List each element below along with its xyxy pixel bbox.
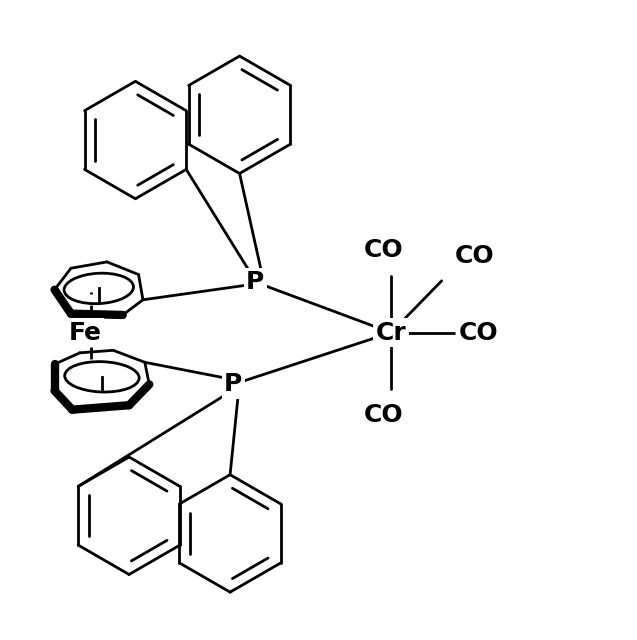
Text: Cr: Cr [376,321,406,344]
Text: P: P [247,270,264,294]
Text: CO: CO [459,321,498,344]
Text: Fe: Fe [68,321,101,344]
Text: CO: CO [364,238,403,262]
Text: CO: CO [364,403,403,428]
Text: P: P [224,372,243,396]
Text: CO: CO [454,244,494,268]
